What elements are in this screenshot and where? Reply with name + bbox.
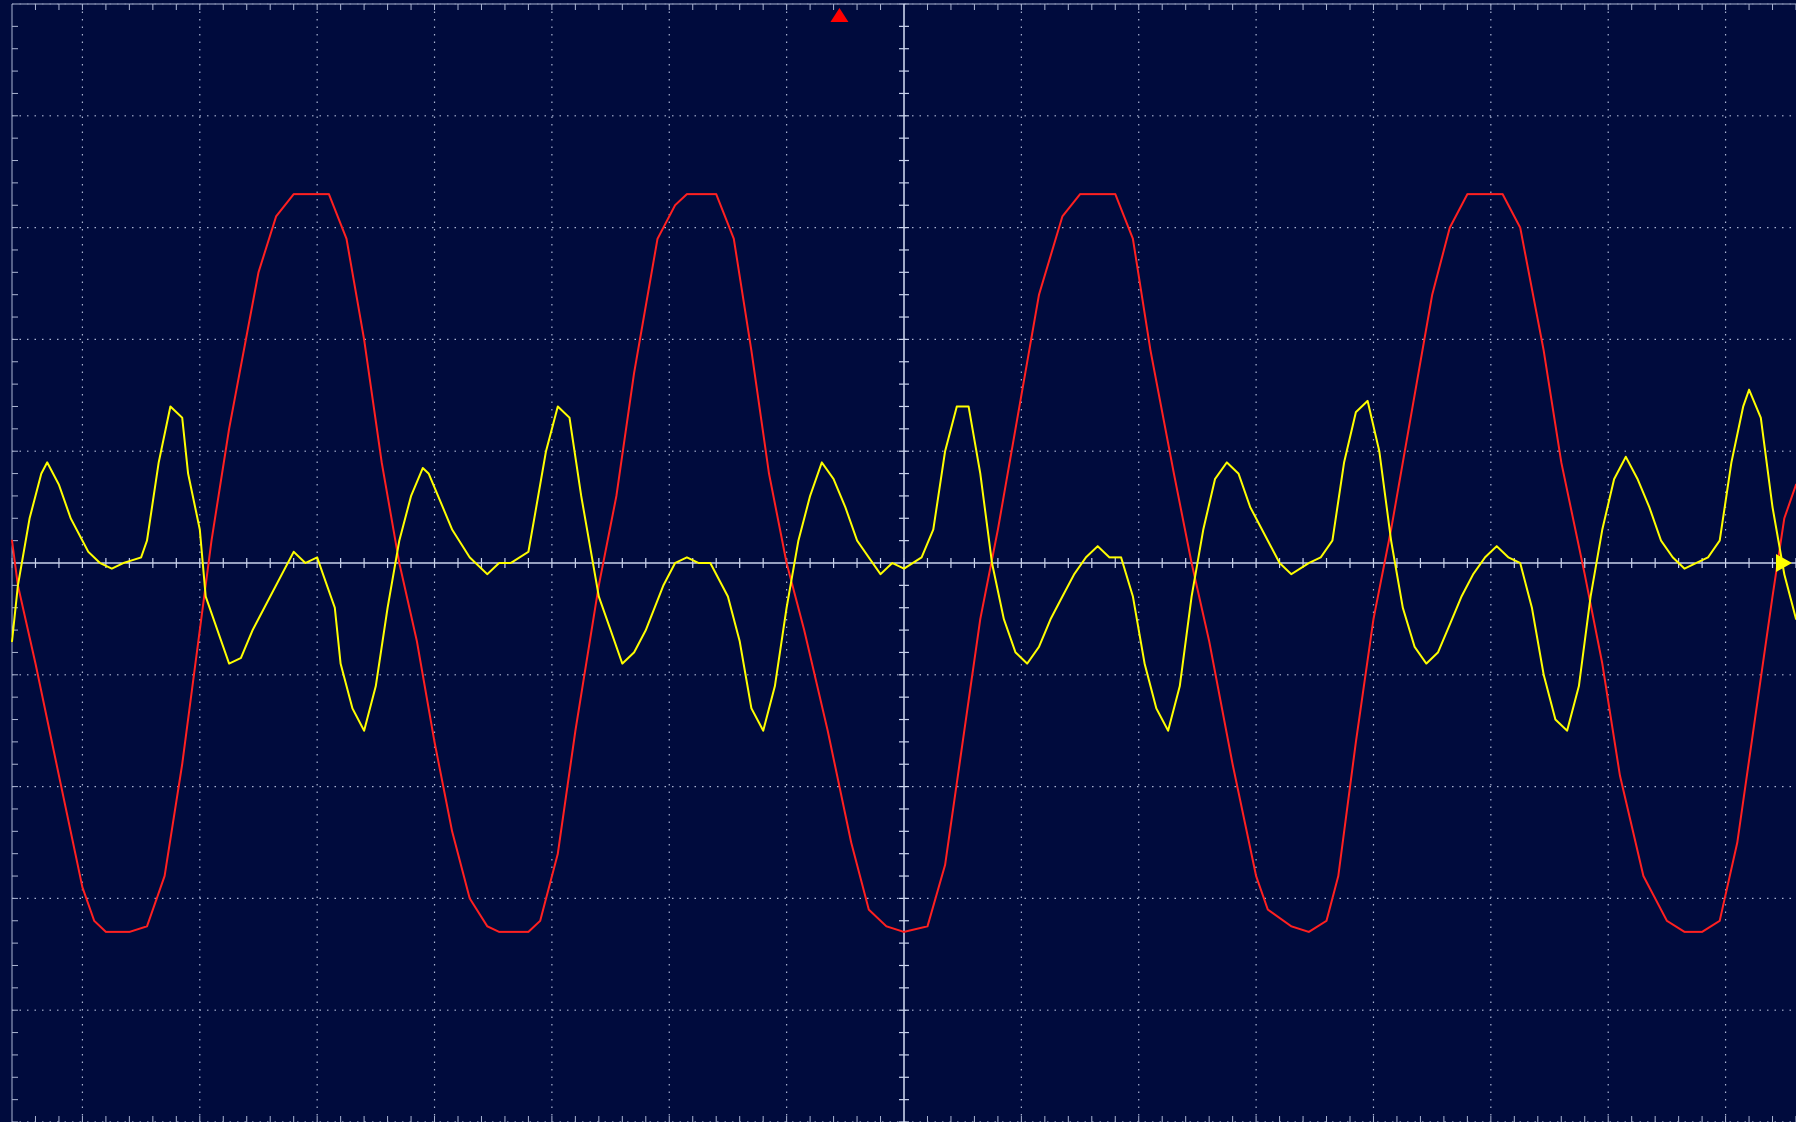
- waveform-traces: [11, 193, 1796, 933]
- trace-channel-red: [11, 193, 1796, 933]
- center-axes: [11, 3, 1796, 1122]
- ground-level-marker: [1776, 554, 1792, 572]
- trace-channel-yellow: [11, 388, 1796, 732]
- markers: [830, 8, 1792, 572]
- trigger-position-marker: [830, 8, 849, 22]
